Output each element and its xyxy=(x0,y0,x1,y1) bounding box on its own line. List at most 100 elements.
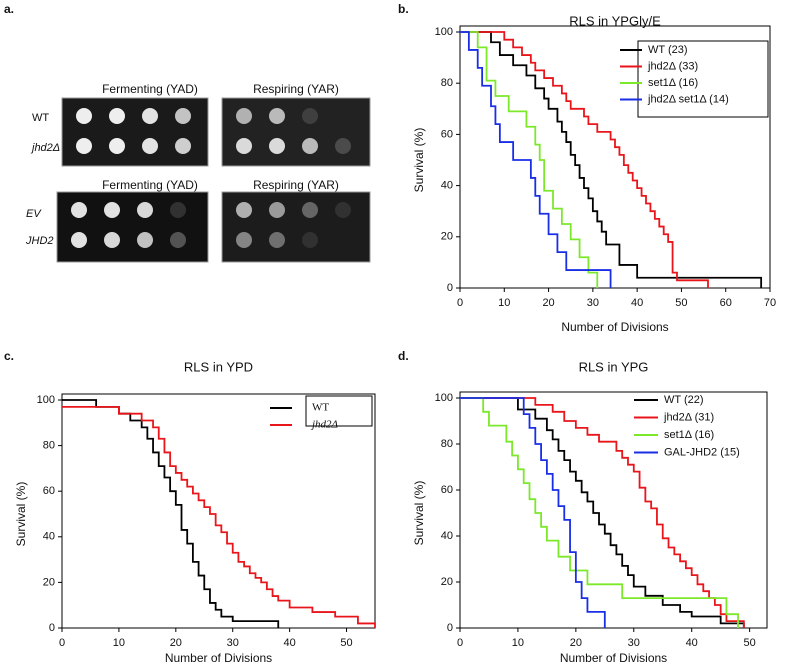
strain-label: EV xyxy=(26,208,42,220)
y-axis-title: Survival (%) xyxy=(14,482,28,547)
panel-label: d. xyxy=(398,349,409,363)
condition-label: Fermenting (YAD) xyxy=(102,82,198,96)
colony-spot xyxy=(302,138,318,154)
chart-title: RLS in YPGly/E xyxy=(569,13,661,28)
colony-spot xyxy=(104,202,120,218)
colony-spot xyxy=(236,138,252,154)
x-tick-label: 10 xyxy=(498,297,510,309)
x-tick-label: 10 xyxy=(512,637,524,649)
y-tick-label: 60 xyxy=(43,485,55,497)
strain-label: JHD2 xyxy=(25,235,54,247)
plot-frame xyxy=(61,393,376,629)
legend-label: WT (23) xyxy=(648,44,688,56)
legend-label: WT xyxy=(312,402,329,414)
y-tick-label: 20 xyxy=(43,576,55,588)
survival-curve xyxy=(62,405,376,628)
colony-spot xyxy=(170,202,186,218)
y-tick-label: 60 xyxy=(441,484,453,496)
chart-title: RLS in YPG xyxy=(579,359,649,374)
x-tick-label: 50 xyxy=(743,637,755,649)
legend-label: jhd2Δ xyxy=(310,419,338,431)
colony-spot xyxy=(335,202,351,218)
colony-spot xyxy=(104,232,120,248)
condition-label: Respiring (YAR) xyxy=(253,178,339,192)
colony-spot xyxy=(175,138,191,154)
y-tick-label: 0 xyxy=(447,282,453,294)
panel-label: b. xyxy=(398,2,409,16)
legend-label: jhd2Δ set1Δ (14) xyxy=(647,93,729,105)
colony-spot xyxy=(142,138,158,154)
x-tick-label: 20 xyxy=(170,637,182,649)
x-tick-label: 30 xyxy=(587,297,599,309)
x-axis-title: Number of Divisions xyxy=(561,320,668,334)
y-tick-label: 0 xyxy=(447,622,453,634)
colony-spot xyxy=(137,202,153,218)
y-tick-label: 40 xyxy=(441,180,453,192)
panel-label: c. xyxy=(4,349,14,363)
colony-spot xyxy=(175,108,191,124)
y-tick-label: 80 xyxy=(441,77,453,89)
legend-label: GAL-JHD2 (15) xyxy=(664,446,740,458)
x-tick-label: 20 xyxy=(570,637,582,649)
plot-frame xyxy=(459,391,768,629)
x-tick-label: 0 xyxy=(59,637,65,649)
colony-spot xyxy=(269,138,285,154)
strain-label: WT xyxy=(32,112,49,124)
legend-frame xyxy=(305,395,373,427)
colony-spot xyxy=(236,202,252,218)
legend-frame xyxy=(637,40,769,118)
legend-label: jhd2Δ (31) xyxy=(663,411,714,423)
plot-frame xyxy=(459,25,771,289)
condition-label: Respiring (YAR) xyxy=(253,82,339,96)
colony-spot xyxy=(302,202,318,218)
survival-curve xyxy=(460,397,745,628)
colony-spot xyxy=(269,232,285,248)
y-tick-label: 100 xyxy=(435,26,453,38)
survival-curve xyxy=(460,397,745,628)
legend-label: set1Δ (16) xyxy=(664,429,714,441)
colony-spot xyxy=(302,108,318,124)
x-tick-label: 10 xyxy=(113,637,125,649)
condition-label: Fermenting (YAD) xyxy=(102,178,198,192)
y-tick-label: 20 xyxy=(441,231,453,243)
x-tick-label: 0 xyxy=(457,637,463,649)
y-axis-title: Survival (%) xyxy=(412,481,426,546)
x-tick-label: 60 xyxy=(720,297,732,309)
y-tick-label: 20 xyxy=(441,576,453,588)
x-tick-label: 20 xyxy=(542,297,554,309)
survival-curve xyxy=(460,397,606,628)
colony-spot xyxy=(76,108,92,124)
colony-spot xyxy=(269,202,285,218)
survival-curve xyxy=(62,399,280,628)
survival-curve xyxy=(460,31,709,288)
strain-label: jhd2Δ xyxy=(30,142,60,154)
colony-spot xyxy=(76,138,92,154)
survival-curve xyxy=(460,31,612,288)
y-tick-label: 40 xyxy=(441,530,453,542)
y-tick-label: 40 xyxy=(43,531,55,543)
y-tick-label: 60 xyxy=(441,128,453,140)
x-axis-title: Number of Divisions xyxy=(165,651,272,665)
x-tick-label: 0 xyxy=(457,297,463,309)
panel-label: a. xyxy=(4,2,14,16)
colony-spot xyxy=(142,108,158,124)
y-tick-label: 100 xyxy=(37,394,55,406)
legend-label: set1Δ (16) xyxy=(648,77,698,89)
y-tick-label: 80 xyxy=(43,440,55,452)
survival-curve xyxy=(460,397,739,628)
x-axis-title: Number of Divisions xyxy=(560,651,667,665)
legend-label: jhd2Δ (33) xyxy=(647,60,698,72)
x-tick-label: 40 xyxy=(631,297,643,309)
x-tick-label: 30 xyxy=(628,637,640,649)
x-tick-label: 70 xyxy=(764,297,776,309)
colony-spot xyxy=(170,232,186,248)
y-tick-label: 100 xyxy=(435,392,453,404)
chart-title: RLS in YPD xyxy=(184,359,253,374)
y-tick-label: 80 xyxy=(441,438,453,450)
y-axis-title: Survival (%) xyxy=(412,128,426,193)
colony-spot xyxy=(302,232,318,248)
x-tick-label: 40 xyxy=(284,637,296,649)
x-tick-label: 40 xyxy=(686,637,698,649)
colony-spot xyxy=(71,202,87,218)
